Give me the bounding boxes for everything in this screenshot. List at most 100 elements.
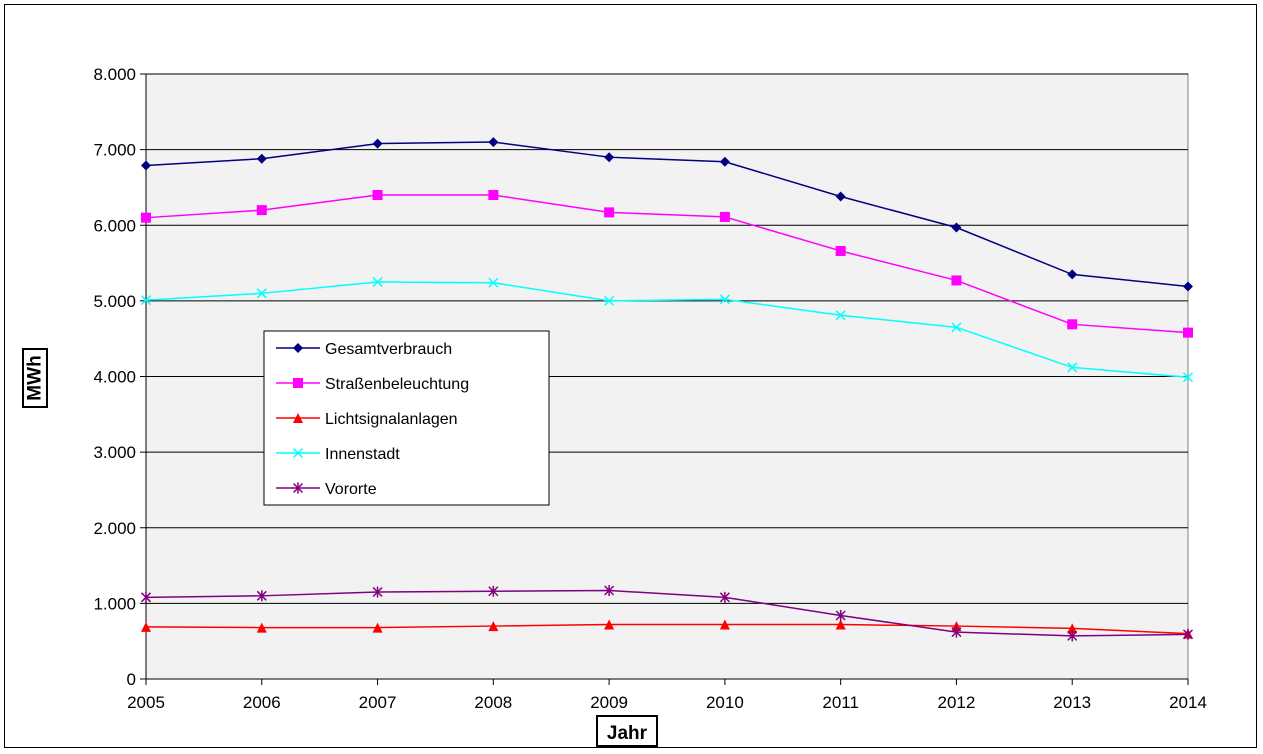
data-point [256, 205, 267, 216]
data-point [719, 156, 730, 167]
data-point [719, 211, 730, 222]
legend-label: Innenstadt [325, 446, 400, 463]
data-point [293, 343, 303, 353]
y-axis-label: MWh [25, 355, 46, 400]
data-point [835, 191, 846, 202]
y-tick-label: 3.000 [93, 443, 136, 462]
data-point [256, 288, 267, 299]
data-point [140, 591, 152, 603]
data-point [1182, 372, 1194, 383]
legend-item: Vororte [276, 481, 377, 498]
x-tick-label: 2012 [938, 693, 976, 712]
data-point [488, 137, 499, 148]
y-tick-label: 4.000 [93, 368, 136, 387]
data-point [719, 294, 730, 305]
data-point [1067, 623, 1078, 634]
data-point [372, 190, 383, 200]
x-tick-label: 2006 [243, 693, 281, 712]
y-tick-label: 1.000 [93, 594, 136, 613]
series-line [145, 281, 1189, 379]
legend-item: Gesamtverbrauch [276, 341, 452, 358]
data-point [1067, 269, 1078, 280]
legend-item: Lichtsignalanlagen [276, 411, 458, 428]
data-point [488, 190, 499, 200]
series-straßenbeleuchtung [141, 190, 1193, 338]
data-point [372, 138, 383, 149]
data-point [141, 621, 151, 632]
y-axis-label-box: MWh [22, 348, 48, 408]
series-vororte [140, 585, 1194, 642]
series-line [145, 589, 1189, 637]
x-axis-label: Jahr [607, 723, 648, 744]
series-layer [140, 137, 1194, 642]
data-point [1067, 630, 1078, 642]
data-point [835, 619, 846, 630]
legend-label: Lichtsignalanlagen [325, 411, 458, 428]
data-point [488, 621, 499, 632]
data-point [951, 322, 962, 333]
data-point [719, 619, 730, 630]
legend-item: Innenstadt [276, 446, 400, 463]
y-tick-label: 5.000 [93, 292, 136, 311]
data-point [1182, 628, 1194, 640]
data-point [372, 586, 383, 598]
data-point [604, 585, 615, 597]
data-point [604, 207, 615, 218]
data-point [951, 275, 962, 286]
data-point [256, 622, 267, 633]
data-point [141, 160, 151, 171]
y-tick-label: 0 [127, 670, 136, 689]
y-tick-label: 2.000 [93, 519, 136, 538]
y-tick-label: 7.000 [93, 141, 136, 160]
data-point [293, 378, 303, 388]
x-tick-label: 2007 [359, 693, 397, 712]
series-gesamtverbrauch [141, 137, 1193, 292]
x-axis-ticks: 2005 2006 2007 2008 2009 2010 2011 2012 2013 2014 [127, 679, 1207, 712]
series-innenstadt [140, 276, 1194, 383]
legend-label: Vororte [325, 481, 377, 498]
x-axis-label-box: Jahr [596, 715, 658, 747]
data-point [1067, 362, 1078, 373]
data-point [951, 222, 962, 233]
data-point [835, 609, 846, 621]
data-point [372, 622, 383, 633]
data-point [1067, 319, 1078, 330]
data-point [604, 152, 615, 163]
data-point [140, 295, 152, 306]
data-point [719, 591, 730, 603]
series-line [145, 194, 1189, 334]
x-tick-label: 2008 [474, 693, 512, 712]
data-point [256, 153, 267, 164]
x-tick-label: 2011 [822, 693, 859, 712]
legend-label: Straßenbeleuchtung [325, 376, 469, 393]
legend-item: Straßenbeleuchtung [276, 376, 469, 393]
x-tick-label: 2014 [1169, 693, 1207, 712]
data-point [1183, 327, 1193, 338]
data-point [604, 619, 615, 630]
data-point [835, 310, 846, 321]
data-point [951, 626, 962, 638]
data-point [292, 482, 304, 494]
data-point [372, 276, 383, 287]
series-line [145, 141, 1189, 288]
y-tick-label: 6.000 [93, 216, 136, 235]
data-point [488, 585, 499, 597]
data-point [293, 413, 303, 423]
y-tick-label: 8.000 [93, 65, 136, 84]
y-axis-ticks: 0 1.000 2.000 3.000 4.000 5.000 6.000 7.000 8.00… [93, 65, 146, 689]
data-point [292, 447, 304, 459]
x-tick-label: 2010 [706, 693, 744, 712]
data-point [604, 295, 615, 306]
legend: Gesamtverbrauch Straßenbeleuchtung Lichtsi… [263, 330, 550, 506]
data-point [1183, 281, 1193, 292]
data-point [256, 590, 267, 602]
x-tick-label: 2005 [127, 693, 165, 712]
x-tick-label: 2009 [590, 693, 628, 712]
legend-label: Gesamtverbrauch [325, 341, 452, 358]
data-point [835, 245, 846, 256]
data-point [488, 277, 499, 288]
data-point [141, 212, 151, 223]
series-line [145, 623, 1189, 635]
x-tick-label: 2013 [1053, 693, 1091, 712]
